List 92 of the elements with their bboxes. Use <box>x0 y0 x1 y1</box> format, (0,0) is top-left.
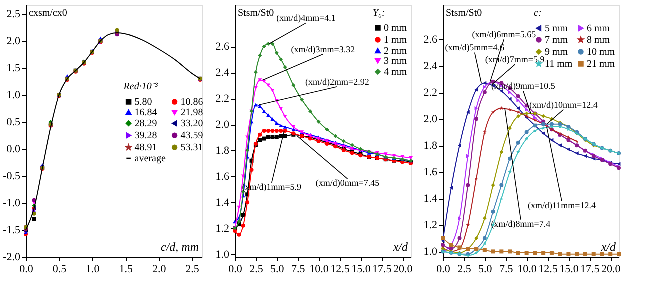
annotation: (xm/d)3mm=3.32 <box>291 44 356 54</box>
legend-label: 6 mm <box>587 23 610 34</box>
annotation: (xm/d)2mm=2.92 <box>306 76 370 87</box>
x-tick-label: 10.0 <box>518 264 538 276</box>
legend-label: 7 mm <box>545 35 568 46</box>
x-tick-label: 15.0 <box>560 264 580 276</box>
x-tick-label: 12.5 <box>330 264 350 276</box>
x-tick-label: 5.0 <box>478 264 493 276</box>
x-tick-label: 0.5 <box>52 264 68 276</box>
x-tick-label: 2.5 <box>250 264 264 276</box>
y-tick-label: 2.0 <box>424 114 438 126</box>
x-tick-label: 1.0 <box>86 264 100 276</box>
y-tick-label: 2.4 <box>216 67 230 80</box>
y-tick-label: 2.2 <box>424 87 438 100</box>
y-tick-label: 2.2 <box>216 93 230 106</box>
legend-label: 2 mm <box>384 46 408 57</box>
legend-label: 10.86 <box>180 97 204 108</box>
legend-label: 0 mm <box>384 23 408 34</box>
y-tick-label: 2.0 <box>6 36 21 48</box>
legend-label: 4 mm <box>384 67 408 78</box>
legend-label: 48.91 <box>134 142 158 154</box>
y-tick-label: 1.2 <box>424 220 438 232</box>
legend-label: 28.29 <box>134 118 158 130</box>
x-axis-title: x/d <box>392 240 409 254</box>
y-tick-label: 1.6 <box>424 166 438 179</box>
x-tick-label: 17.5 <box>580 264 600 276</box>
x-tick-label: 20.0 <box>393 264 414 276</box>
y-tick-label: -0.5 <box>3 170 21 183</box>
y-tick-label: 1.8 <box>424 140 438 152</box>
x-tick-label: 2.5 <box>186 264 200 276</box>
x-axis-title: c/d, mm <box>161 240 200 254</box>
y-tick-label: 2.6 <box>424 34 438 46</box>
x-tick-label: 7.5 <box>291 264 306 276</box>
y-tick-label: -2.0 <box>3 252 21 264</box>
annotation: (xm/d)4mm=4.1 <box>276 13 336 24</box>
x-tick-label: 20.0 <box>601 264 622 276</box>
x-tick-label: 12.5 <box>538 264 558 276</box>
legend-label: 21 mm <box>587 59 616 70</box>
x-tick-label: 7.5 <box>499 264 514 276</box>
legend-label: 3 mm <box>384 56 408 67</box>
y-tick-label: 2.4 <box>424 60 438 73</box>
legend-label: 53.31 <box>180 142 204 154</box>
y-tick-label: 1.6 <box>216 170 230 183</box>
annotation: (xm/d)6mm=5.65 <box>472 29 537 40</box>
y-tick-label: 0.5 <box>6 116 21 129</box>
annotation: (xm/d)10mm=12.4 <box>530 100 598 110</box>
y-tick-label: -1.0 <box>3 198 21 210</box>
y-tick-label: 1.0 <box>6 90 21 102</box>
y-tick-label: 1.0 <box>216 248 230 261</box>
y-tick-label: -1.5 <box>3 224 21 237</box>
y-tick-label: 1.2 <box>216 222 230 235</box>
x-tick-label: 0.0 <box>228 264 243 276</box>
y-axis-title: Stsm/St0 <box>238 8 274 19</box>
x-tick-label: 2.0 <box>152 264 167 276</box>
y-tick-label: 1.5 <box>6 62 21 75</box>
x-tick-label: 15.0 <box>352 264 372 276</box>
x-tick-label: 1.5 <box>119 264 134 276</box>
x-tick-label: 5.0 <box>270 264 285 276</box>
legend-label: 5 mm <box>545 23 568 34</box>
annotation: (xm/d)11mm=12.4 <box>528 200 596 210</box>
legend-label: 33.20 <box>180 118 204 130</box>
legend-label: 9 mm <box>545 47 568 58</box>
legend-label: 10 mm <box>587 47 616 58</box>
y-tick-label: 2.6 <box>216 41 230 54</box>
legend-label: 43.59 <box>180 130 204 142</box>
legend-label: 21.98 <box>180 108 204 119</box>
legend-label: 1 mm <box>384 35 408 46</box>
legend-label: 39.28 <box>134 130 158 142</box>
y-tick-label: 1.4 <box>216 196 230 209</box>
x-tick-label: 10.0 <box>310 264 330 276</box>
legend-label: 8 mm <box>587 35 610 46</box>
legend-label: average <box>134 154 166 165</box>
annotation: (xm/d)0mm=7.45 <box>316 178 380 188</box>
legend-title: Red·10⁻³ <box>122 82 159 93</box>
legend-label: 5.80 <box>134 97 152 108</box>
x-tick-label: 2.5 <box>458 264 472 276</box>
x-tick-label: 0.0 <box>20 264 34 276</box>
y-axis-title: Stsm/St0 <box>446 8 482 19</box>
x-axis-title: x/d <box>600 240 617 254</box>
y-tick-label: 2.0 <box>216 119 230 132</box>
y-axis-title: cxsm/cx0 <box>29 8 68 19</box>
y-tick-label: 1.4 <box>424 193 438 206</box>
legend-label: 11 mm <box>545 59 573 70</box>
y-tick-label: 1.8 <box>216 144 230 157</box>
legend-title: c: <box>534 8 542 19</box>
y-tick-label: 1.0 <box>424 246 438 258</box>
y-tick-label: 2.5 <box>6 8 21 21</box>
legend-label: 16.84 <box>134 108 158 119</box>
x-tick-label: 0.0 <box>436 264 451 276</box>
x-tick-label: 17.5 <box>372 264 392 276</box>
legend-title: Y₀: <box>373 8 386 19</box>
y-tick-label: 0.0 <box>6 144 21 156</box>
